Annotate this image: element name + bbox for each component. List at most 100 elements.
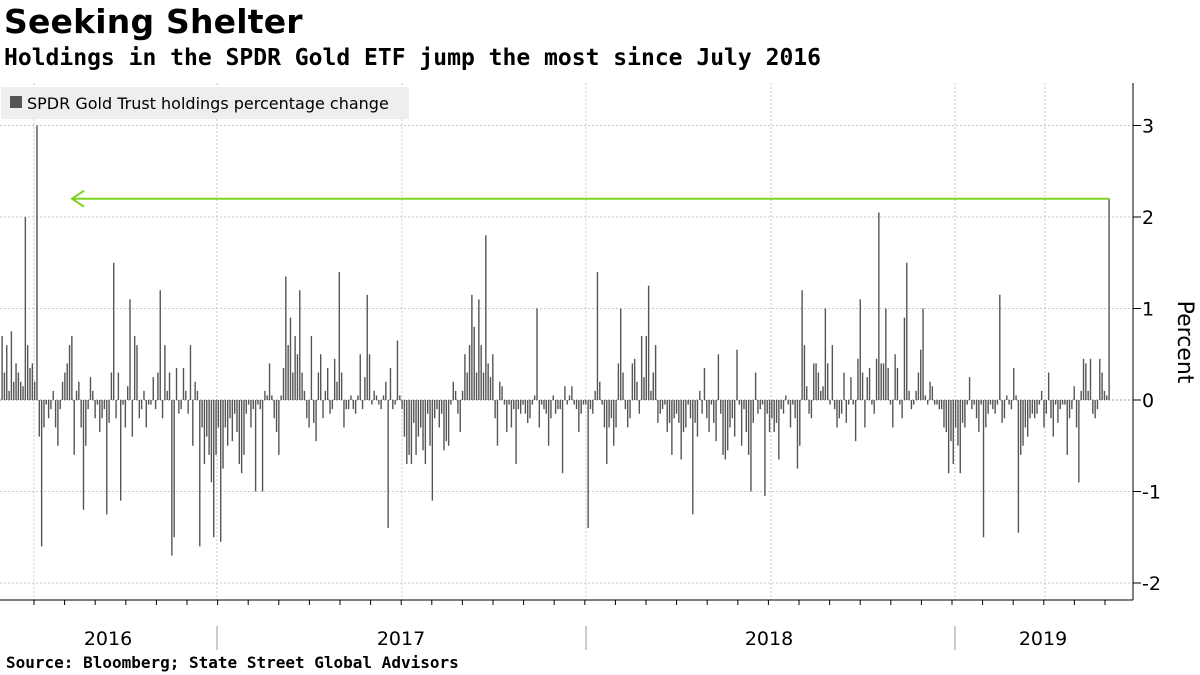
bar — [375, 395, 378, 400]
bar — [657, 400, 659, 423]
bar — [929, 381, 931, 400]
bar — [913, 400, 915, 405]
bar — [706, 400, 708, 419]
bar — [803, 345, 806, 400]
bar — [115, 400, 117, 419]
bar — [561, 400, 564, 474]
bar — [1031, 400, 1034, 414]
bar — [352, 400, 354, 410]
bar — [43, 400, 45, 428]
bar — [689, 400, 692, 419]
bar — [443, 400, 445, 451]
bar — [1061, 400, 1064, 405]
bar — [250, 400, 252, 428]
bar — [415, 400, 417, 455]
bar — [880, 363, 882, 400]
bar — [424, 400, 427, 465]
bar — [243, 400, 245, 455]
bar — [124, 400, 127, 428]
bar — [1033, 400, 1036, 419]
bar — [50, 400, 52, 410]
bar — [431, 400, 434, 501]
bar — [420, 400, 422, 428]
bar — [426, 400, 429, 414]
bar — [754, 372, 757, 400]
bar — [317, 372, 320, 400]
bar — [64, 372, 66, 400]
bar — [229, 400, 231, 419]
bar — [980, 400, 982, 405]
bar — [122, 400, 124, 405]
bar — [866, 377, 868, 400]
bar — [782, 400, 785, 414]
arrow-head — [70, 189, 85, 208]
bar — [394, 400, 396, 405]
bar — [20, 381, 22, 400]
bar — [882, 363, 885, 400]
bar — [254, 400, 257, 492]
bar — [157, 372, 159, 400]
bar — [571, 386, 573, 400]
bar — [213, 400, 215, 538]
bar — [703, 367, 706, 400]
bar — [954, 400, 957, 428]
axes: 3 2 1 0 -1 -2 2016 2017 2018 2019 — [0, 83, 1161, 650]
legend-swatch — [10, 96, 22, 108]
legend-background — [1, 87, 409, 119]
y-tick-label: 0 — [1142, 390, 1154, 412]
bar — [503, 400, 506, 405]
bar — [640, 335, 643, 400]
bar — [408, 400, 410, 455]
bar — [759, 400, 761, 410]
bar — [524, 400, 527, 414]
bar — [87, 400, 89, 410]
bar — [471, 294, 473, 400]
bar — [864, 400, 866, 428]
bar — [1010, 400, 1013, 410]
bar — [159, 290, 161, 400]
bar — [306, 400, 308, 419]
bar — [664, 400, 666, 405]
bar — [903, 317, 906, 400]
bar — [252, 400, 254, 410]
bar — [652, 372, 654, 400]
bar — [294, 335, 296, 400]
bar — [208, 400, 210, 455]
bar — [813, 363, 815, 400]
bar — [552, 395, 554, 400]
bar — [99, 400, 101, 433]
bar — [201, 400, 203, 428]
bar — [1068, 400, 1071, 419]
bar — [94, 400, 96, 419]
bar — [629, 400, 631, 419]
bar — [854, 400, 857, 442]
bar — [278, 400, 280, 455]
bar — [785, 395, 787, 400]
bar — [726, 400, 729, 451]
bar — [973, 400, 975, 405]
bar — [1020, 400, 1022, 455]
bar — [685, 400, 687, 428]
bar — [1073, 386, 1075, 400]
bar — [285, 276, 287, 400]
bar — [987, 400, 989, 414]
bar — [3, 372, 6, 400]
bar — [178, 400, 180, 414]
bar — [761, 400, 764, 405]
bar — [85, 400, 87, 446]
bar — [103, 400, 106, 410]
bar — [433, 400, 436, 419]
bar — [594, 390, 596, 400]
bar — [892, 400, 894, 428]
bar — [950, 400, 952, 442]
bar — [773, 400, 775, 433]
bar — [80, 400, 82, 428]
bar — [933, 400, 936, 405]
bar — [215, 400, 217, 455]
bar — [413, 400, 415, 423]
bar — [108, 400, 110, 423]
bar — [501, 386, 503, 400]
bar — [868, 367, 871, 400]
bar — [17, 372, 20, 400]
bar — [978, 400, 980, 433]
